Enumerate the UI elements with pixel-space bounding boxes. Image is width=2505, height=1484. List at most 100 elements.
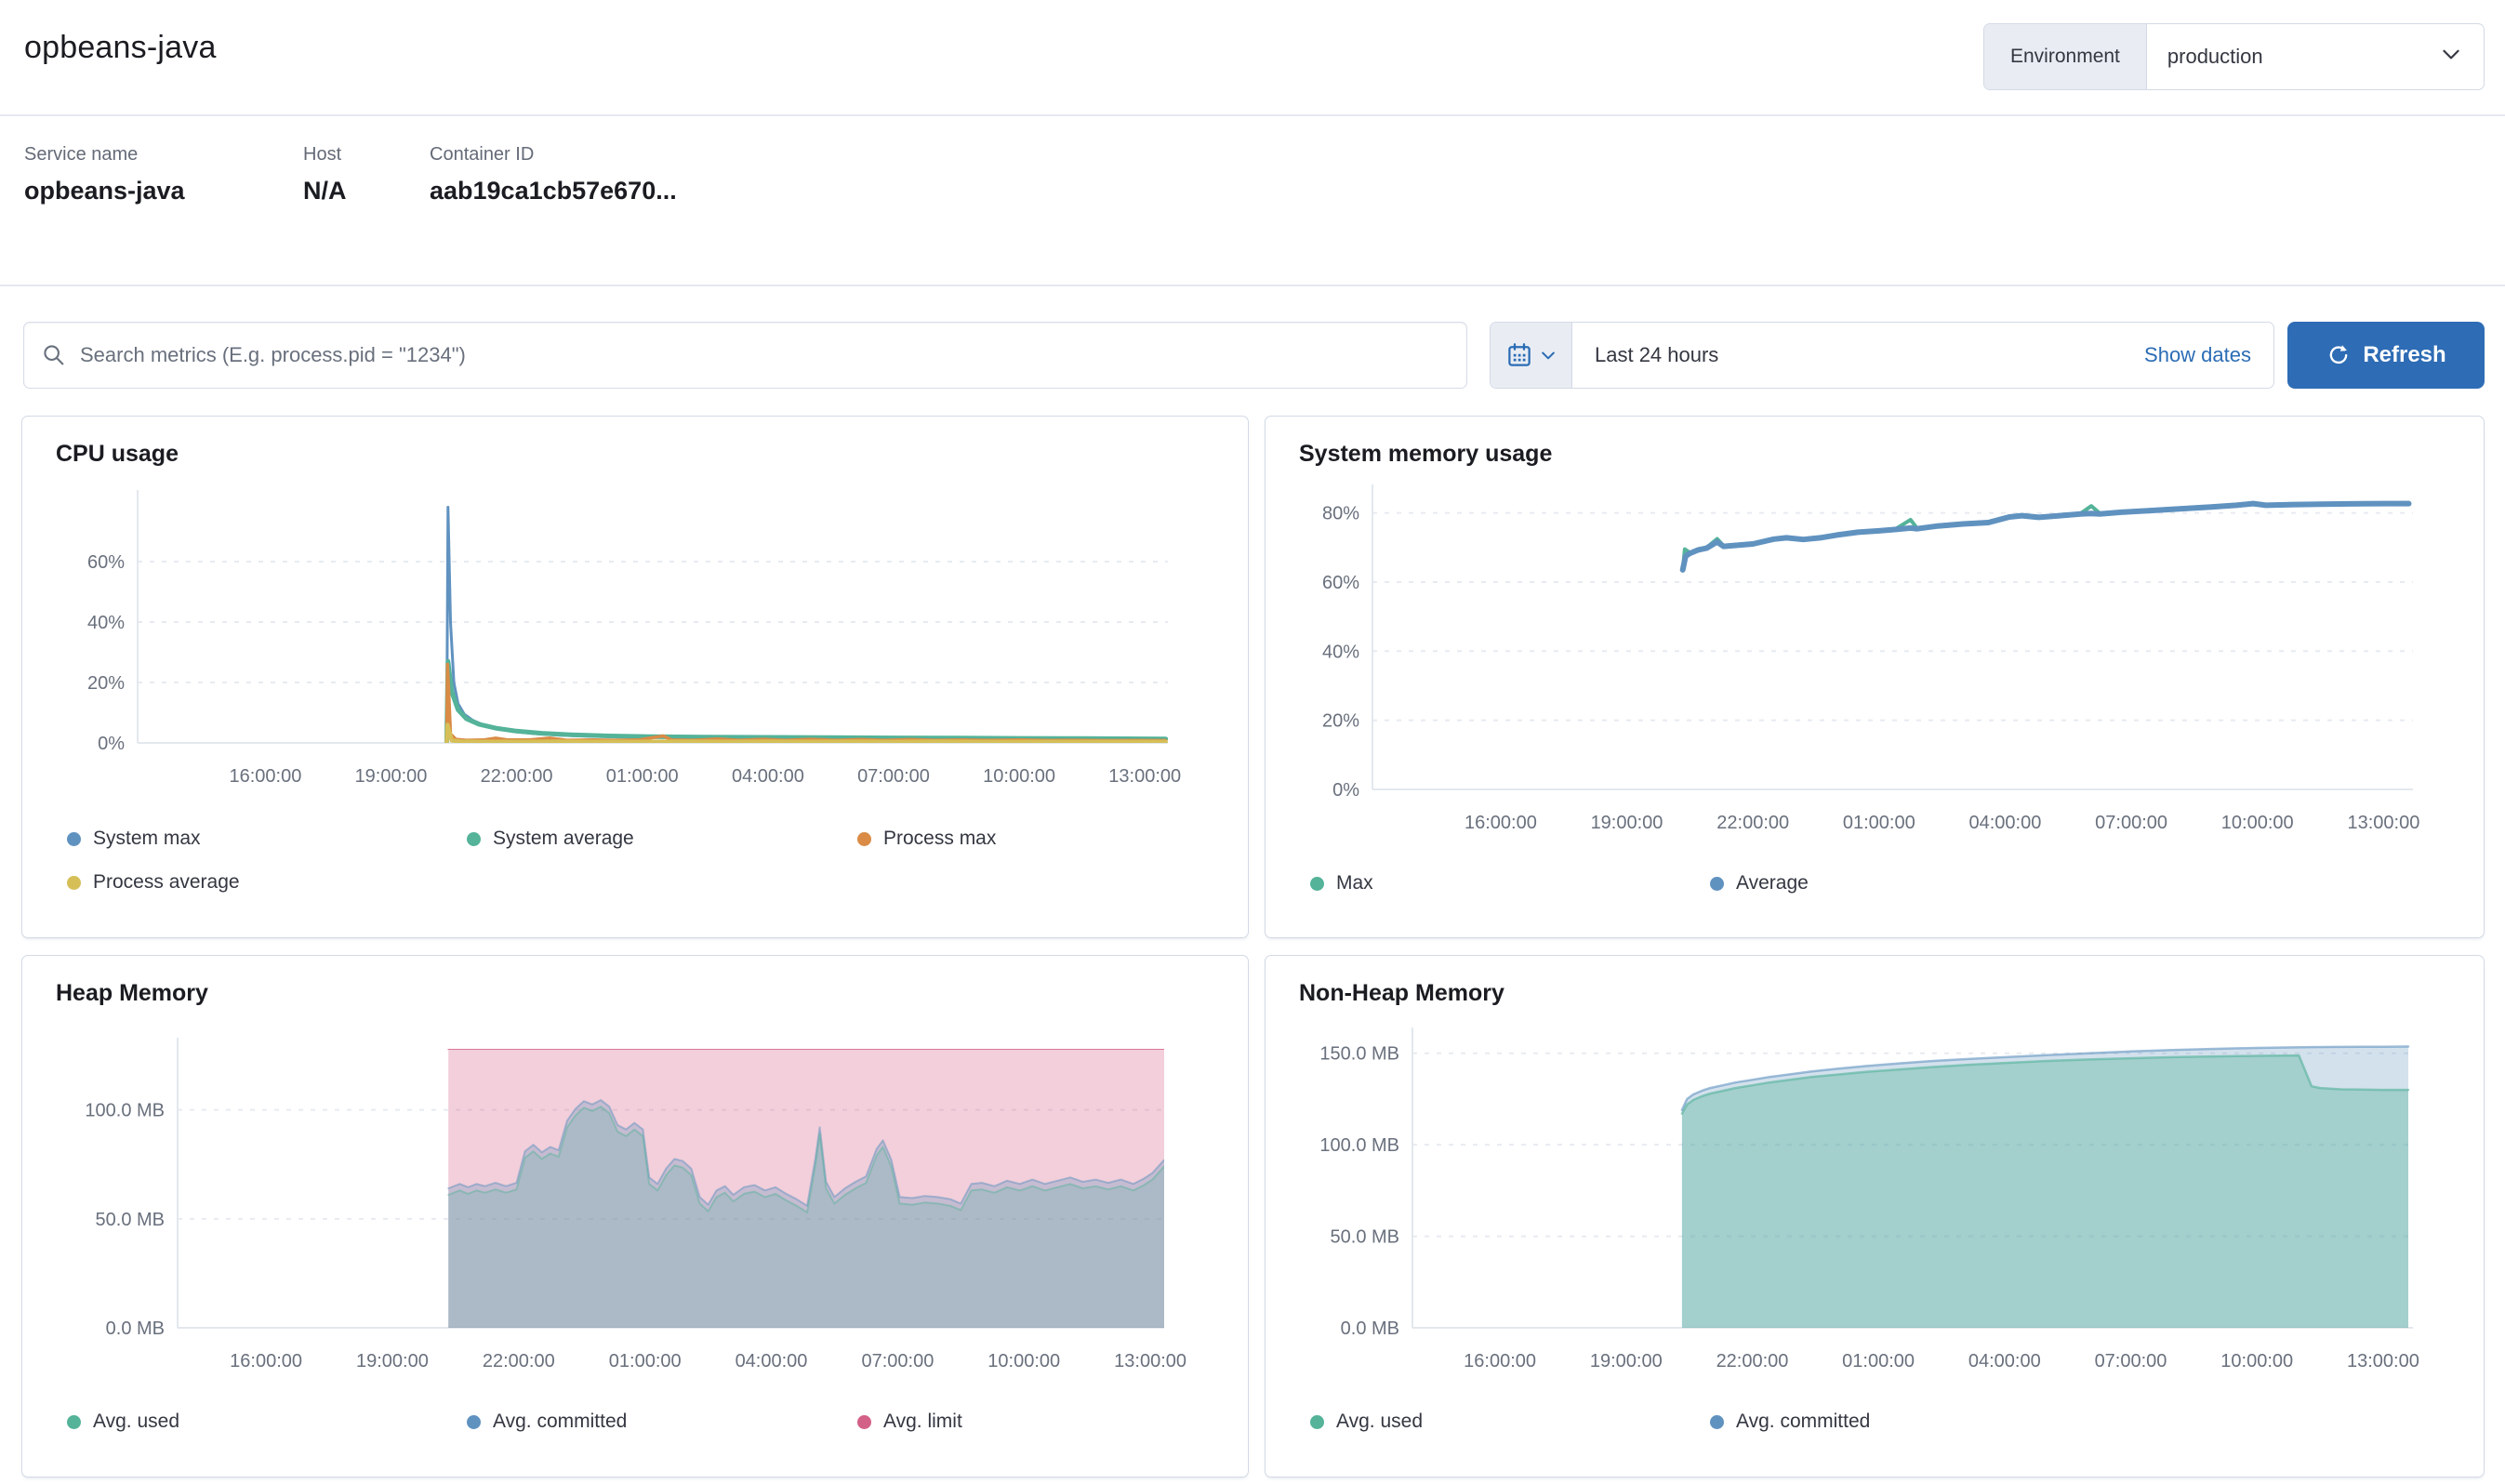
cpu-chart: 0% 20% 40% 60% 16:00:00 19:00:00 22:00:00 01:00…: [87, 490, 1181, 787]
svg-text:13:00:00: 13:00:00: [2347, 1351, 2419, 1371]
system-memory-usage-panel: System memory usage 0% 20% 40% 60% 80% 16:00:…: [1265, 416, 2485, 938]
chart-title: Heap Memory: [56, 980, 208, 1006]
heap-chart: 0.0 MB 50.0 MB 100.0 MB 16:00:00 19:00:00 22:…: [85, 1038, 1186, 1371]
svg-text:16:00:00: 16:00:00: [230, 1351, 302, 1371]
svg-text:50.0 MB: 50.0 MB: [96, 1210, 165, 1230]
chart-title: System memory usage: [1299, 441, 1553, 467]
legend-dot-icon: [857, 1414, 871, 1429]
svg-text:22:00:00: 22:00:00: [1716, 813, 1789, 833]
legend-dot-icon: [1310, 1414, 1324, 1429]
time-range-value: Last 24 hours: [1595, 343, 1719, 366]
svg-text:04:00:00: 04:00:00: [732, 766, 804, 787]
svg-text:60%: 60%: [87, 552, 125, 573]
legend-dot-icon: [857, 831, 871, 846]
svg-text:19:00:00: 19:00:00: [355, 766, 428, 787]
svg-text:40%: 40%: [1322, 642, 1359, 662]
legend-item-system-max[interactable]: System max: [67, 828, 201, 850]
svg-text:07:00:00: 07:00:00: [861, 1351, 934, 1371]
svg-text:10:00:00: 10:00:00: [2220, 1351, 2293, 1371]
environment-select[interactable]: production: [2147, 24, 2484, 89]
legend-item-avg-used[interactable]: Avg. used: [67, 1411, 179, 1433]
legend-item-avg-committed[interactable]: Avg. committed: [1710, 1411, 1870, 1433]
legend-label: Avg. limit: [883, 1411, 962, 1432]
legend-dot-icon: [67, 1414, 81, 1429]
time-range-display[interactable]: Last 24 hours Show dates: [1572, 323, 2273, 388]
svg-text:13:00:00: 13:00:00: [1108, 766, 1181, 787]
metadata-host: Host N/A: [303, 144, 347, 205]
legend-dot-icon: [1710, 1414, 1724, 1429]
legend-item-avg-used[interactable]: Avg. used: [1310, 1411, 1423, 1433]
svg-text:20%: 20%: [1322, 711, 1359, 732]
svg-text:19:00:00: 19:00:00: [1590, 1351, 1663, 1371]
svg-text:60%: 60%: [1322, 573, 1359, 593]
svg-text:16:00:00: 16:00:00: [1464, 1351, 1536, 1371]
svg-text:0%: 0%: [1332, 780, 1359, 801]
quick-select-button[interactable]: [1491, 323, 1572, 388]
svg-text:13:00:00: 13:00:00: [2347, 813, 2419, 833]
legend-dot-icon: [1310, 876, 1324, 891]
svg-text:07:00:00: 07:00:00: [2095, 1351, 2167, 1371]
show-dates-link[interactable]: Show dates: [2144, 343, 2251, 366]
chevron-down-icon: [1539, 346, 1557, 364]
svg-text:04:00:00: 04:00:00: [1968, 813, 2041, 833]
svg-text:10:00:00: 10:00:00: [987, 1351, 1060, 1371]
svg-text:01:00:00: 01:00:00: [606, 766, 679, 787]
app-header: opbeans-java Environment production: [0, 0, 2505, 116]
svg-text:0%: 0%: [98, 734, 125, 754]
svg-text:01:00:00: 01:00:00: [609, 1351, 682, 1371]
legend-label: System average: [493, 828, 634, 849]
metadata-value: opbeans-java: [24, 177, 185, 205]
nonheap-chart: 0.0 MB 50.0 MB 100.0 MB 150.0 MB 16:00:00 19:…: [1319, 1027, 2419, 1371]
legend-label: Avg. committed: [1736, 1411, 1871, 1432]
legend-label: Process max: [883, 828, 997, 849]
non-heap-memory-panel: Non-Heap Memory 0.0 MB 50.0 MB 100.0 MB 150…: [1265, 955, 2485, 1477]
svg-text:19:00:00: 19:00:00: [356, 1351, 429, 1371]
legend-item-process-average[interactable]: Process average: [67, 871, 240, 894]
chevron-down-icon: [2439, 42, 2463, 72]
legend-dot-icon: [1710, 876, 1724, 891]
legend-item-process-max[interactable]: Process max: [857, 828, 996, 850]
legend-item-max[interactable]: Max: [1310, 872, 1373, 894]
legend-item-system-average[interactable]: System average: [467, 828, 634, 850]
svg-text:04:00:00: 04:00:00: [736, 1351, 808, 1371]
refresh-icon: [2326, 342, 2352, 368]
svg-text:0.0 MB: 0.0 MB: [106, 1318, 165, 1339]
sysmem-chart: 0% 20% 40% 60% 80% 16:00:00 19:00:00 22:00:00 01…: [1322, 484, 2419, 833]
legend-label: Avg. committed: [493, 1411, 628, 1432]
svg-text:10:00:00: 10:00:00: [983, 766, 1055, 787]
svg-text:0.0 MB: 0.0 MB: [1341, 1318, 1399, 1339]
metadata-label: Service name: [24, 144, 139, 165]
service-metadata-section: Service name opbeans-java Host N/A Conta…: [0, 118, 2505, 286]
svg-text:01:00:00: 01:00:00: [1842, 1351, 1915, 1371]
legend-item-avg-limit[interactable]: Avg. limit: [857, 1411, 962, 1433]
svg-text:22:00:00: 22:00:00: [481, 766, 553, 787]
metrics-search-box: [23, 322, 1467, 389]
legend-item-avg-committed[interactable]: Avg. committed: [467, 1411, 627, 1433]
chart-title: CPU usage: [56, 441, 179, 467]
svg-text:16:00:00: 16:00:00: [229, 766, 301, 787]
heap-memory-panel: Heap Memory 0.0 MB 50.0 MB 100.0 MB 16:00:0…: [21, 955, 1249, 1477]
svg-text:19:00:00: 19:00:00: [1591, 813, 1663, 833]
date-picker-group: Last 24 hours Show dates: [1490, 322, 2274, 389]
svg-text:80%: 80%: [1322, 504, 1359, 524]
metadata-label: Container ID: [430, 144, 535, 165]
refresh-label: Refresh: [2363, 342, 2446, 367]
environment-filter-group: Environment production: [1983, 23, 2485, 90]
environment-value: production: [2167, 45, 2263, 68]
svg-text:50.0 MB: 50.0 MB: [1331, 1227, 1399, 1248]
svg-text:150.0 MB: 150.0 MB: [1319, 1044, 1399, 1065]
environment-label: Environment: [1984, 24, 2147, 89]
legend-item-average[interactable]: Average: [1710, 872, 1809, 894]
legend-label: System max: [93, 828, 201, 849]
metadata-value: N/A: [303, 177, 347, 205]
refresh-button[interactable]: Refresh: [2287, 322, 2485, 389]
search-input[interactable]: [80, 343, 1450, 367]
svg-text:100.0 MB: 100.0 MB: [85, 1101, 165, 1121]
legend-label: Average: [1736, 872, 1809, 894]
legend-dot-icon: [67, 875, 81, 890]
page-title: opbeans-java: [24, 30, 217, 65]
svg-text:40%: 40%: [87, 613, 125, 633]
svg-text:13:00:00: 13:00:00: [1114, 1351, 1186, 1371]
svg-text:01:00:00: 01:00:00: [1843, 813, 1915, 833]
svg-text:22:00:00: 22:00:00: [1716, 1351, 1789, 1371]
